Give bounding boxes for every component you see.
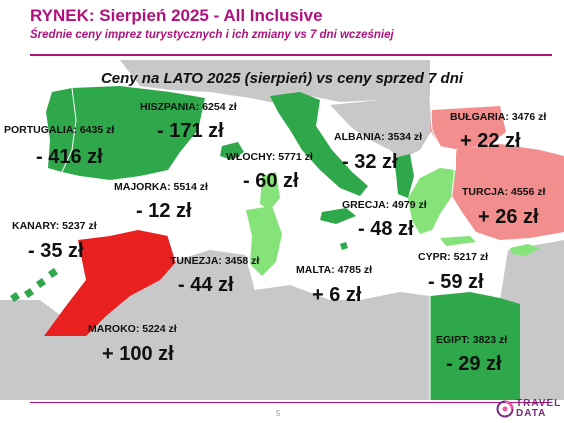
label-albania-change: - 32 zł xyxy=(342,151,398,173)
region-albania xyxy=(394,154,414,198)
label-turcja-change: + 26 zł xyxy=(478,206,539,228)
region-sardynia xyxy=(260,172,280,210)
region-bulgaria xyxy=(430,106,506,150)
label-bulgaria-change: + 22 zł xyxy=(460,130,521,152)
label-cypr-change: - 59 zł xyxy=(428,271,484,293)
label-hiszpania-change: - 171 zł xyxy=(157,120,224,142)
page-number: 5 xyxy=(276,409,281,418)
land-balkans xyxy=(330,96,432,160)
label-hiszpania-price: HISZPANIA: 6254 zł xyxy=(140,101,237,113)
header-divider xyxy=(30,54,552,56)
region-kanary xyxy=(10,268,58,302)
page-subtitle: Średnie ceny imprez turystycznych i ich … xyxy=(30,29,394,41)
region-majorka xyxy=(220,142,244,160)
land-north-africa xyxy=(0,250,430,400)
label-majorka-price: MAJORKA: 5514 zł xyxy=(114,181,208,193)
region-egipt xyxy=(430,292,520,400)
page-title: RYNEK: Sierpień 2025 - All Inclusive xyxy=(30,6,323,25)
label-portugalia-change: - 416 zł xyxy=(36,146,103,168)
label-tunezja-change: - 44 zł xyxy=(178,274,234,296)
label-albania-price: ALBANIA: 3534 zł xyxy=(334,131,423,143)
logo-text-bottom: DATA xyxy=(516,408,547,419)
region-maroko xyxy=(44,230,176,336)
label-turcja-price: TURCJA: 4556 zł xyxy=(462,186,546,198)
label-grecja-price: GRECJA: 4979 zł xyxy=(342,199,427,211)
region-malta xyxy=(340,242,348,250)
label-grecja-change: - 48 zł xyxy=(358,218,414,240)
footer-divider xyxy=(30,402,552,403)
label-cypr-price: CYPR: 5217 zł xyxy=(418,251,489,263)
mediterranean-map xyxy=(0,60,564,400)
country-borders xyxy=(61,87,457,400)
travel-data-logo: TRAVEL DATA xyxy=(496,398,560,420)
label-malta-change: + 6 zł xyxy=(312,284,362,306)
label-kanary-price: KANARY: 5237 zł xyxy=(12,220,97,232)
region-cypr xyxy=(510,244,540,256)
region-hiszpania xyxy=(62,86,205,180)
region-turcja xyxy=(452,144,564,240)
label-kanary-change: - 35 zł xyxy=(28,240,84,262)
region-portugalia xyxy=(46,88,76,172)
region-tunezja xyxy=(246,206,282,276)
region-sycylia xyxy=(320,208,356,224)
label-egipt-price: EGIPT: 3823 zł xyxy=(436,334,508,346)
label-maroko-price: MAROKO: 5224 zł xyxy=(88,323,177,335)
label-wlochy-change: - 60 zł xyxy=(243,170,299,192)
label-egipt-change: - 29 zł xyxy=(446,353,502,375)
label-maroko-change: + 100 zł xyxy=(102,343,174,365)
label-wlochy-price: WŁOCHY: 5771 zł xyxy=(226,151,313,163)
region-wlochy xyxy=(270,92,368,196)
travel-data-logo-mark xyxy=(496,400,514,418)
label-portugalia-price: PORTUGALIA: 6435 zł xyxy=(4,124,115,136)
region-grecja xyxy=(408,168,476,246)
label-malta-price: MALTA: 4785 zł xyxy=(296,264,373,276)
label-majorka-change: - 12 zł xyxy=(136,200,192,222)
land-north-europe xyxy=(120,60,430,104)
label-bulgaria-price: BUŁGARIA: 3476 zł xyxy=(450,111,547,123)
label-tunezja-price: TUNEZJA: 3458 zł xyxy=(170,255,260,267)
logo-text-top: TRAVEL xyxy=(516,398,562,409)
land-middle-east xyxy=(500,240,564,400)
map-heading: Ceny na LATO 2025 (sierpień) vs ceny spr… xyxy=(100,70,464,87)
